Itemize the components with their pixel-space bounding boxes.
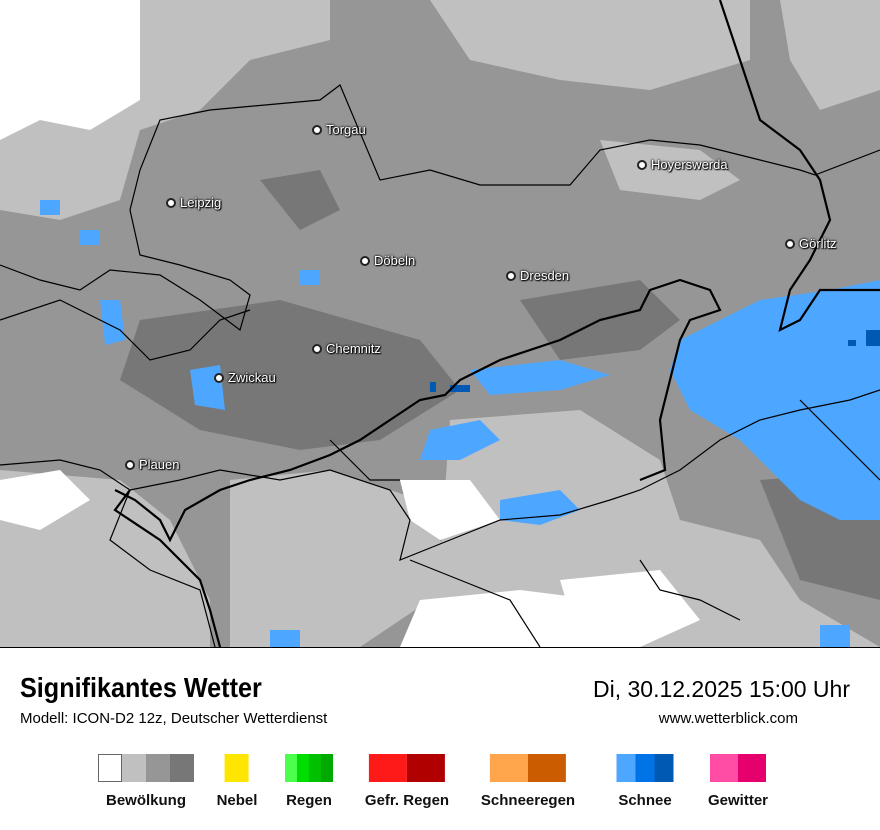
legend-swatch <box>309 754 321 782</box>
borders <box>0 84 880 647</box>
legend-swatches <box>368 754 445 782</box>
legend-swatch <box>709 754 738 782</box>
snow-areas <box>40 200 880 647</box>
legend-item: Bewölkung <box>98 754 194 809</box>
legend-swatch <box>737 754 766 782</box>
city-marker-leipzig: Leipzig <box>166 195 221 210</box>
legend-label: Gefr. Regen <box>364 792 450 809</box>
city-marker-plauen: Plauen <box>125 457 179 472</box>
legend-swatches <box>490 754 566 782</box>
map-title: Signifikantes Wetter <box>20 672 262 703</box>
city-dot-icon <box>360 255 370 266</box>
city-label: Dresden <box>520 268 570 283</box>
legend-item: Gefr. Regen <box>365 754 449 809</box>
city-label: Hoyerswerda <box>651 157 728 172</box>
city-dot-icon <box>125 459 135 470</box>
city-label: Döbeln <box>374 253 416 268</box>
legend-item: Schneeregen <box>481 754 575 809</box>
legend-label: Nebel <box>216 792 258 809</box>
clear-areas <box>0 0 700 647</box>
city-dot-icon <box>637 159 647 170</box>
city-label: Görlitz <box>799 236 837 251</box>
forecast-datetime: Di, 30.12.2025 15:00 Uhr <box>592 676 850 702</box>
legend-swatch <box>490 754 528 782</box>
legend-label: Schneeregen <box>480 792 576 809</box>
legend-label: Gewitter <box>707 792 769 809</box>
legend-swatch <box>321 754 333 782</box>
city-marker-dresden: Dresden <box>506 268 569 283</box>
legend-swatch <box>98 754 122 782</box>
legend-swatches <box>285 754 333 782</box>
city-dot-icon <box>214 372 224 383</box>
legend-swatches <box>98 754 194 782</box>
legend-swatch <box>635 754 655 782</box>
model-info: Modell: ICON-D2 12z, Deutscher Wetterdie… <box>20 710 328 727</box>
legend-swatch <box>528 754 566 782</box>
city-dot-icon <box>166 197 176 208</box>
legend-swatches <box>709 754 766 782</box>
legend-label: Schnee <box>618 792 672 809</box>
legend-label: Bewölkung <box>105 792 186 809</box>
city-marker-torgau: Torgau <box>312 122 366 137</box>
city-marker-hoyerswerda: Hoyerswerda <box>637 157 728 172</box>
map-layers <box>0 0 880 647</box>
legend-swatch <box>616 754 636 782</box>
legend-item: Schnee <box>616 754 674 809</box>
website-link[interactable]: www.wetterblick.com <box>658 710 798 727</box>
city-dot-icon <box>785 238 795 249</box>
city-marker-zwickau: Zwickau <box>214 370 276 385</box>
city-dot-icon <box>312 343 322 354</box>
city-marker-goerlitz: Görlitz <box>785 236 837 251</box>
city-label: Torgau <box>326 122 366 137</box>
city-label: Plauen <box>139 457 180 472</box>
city-marker-doebeln: Döbeln <box>360 253 415 268</box>
legend-swatch <box>285 754 297 782</box>
legend-swatch <box>297 754 309 782</box>
legend-label: Regen <box>286 792 332 809</box>
city-label: Zwickau <box>228 370 276 385</box>
legend-swatch <box>406 754 445 782</box>
legend-item: Gewitter <box>708 754 768 809</box>
legend-swatch <box>146 754 170 782</box>
city-dot-icon <box>312 124 322 135</box>
city-dot-icon <box>506 270 516 281</box>
city-label: Leipzig <box>180 195 222 210</box>
legend-swatches <box>616 754 674 782</box>
legend-swatch <box>170 754 194 782</box>
city-label: Chemnitz <box>326 341 381 356</box>
country-border <box>113 0 880 647</box>
legend-item: Nebel <box>216 754 258 809</box>
weather-map: Torgau Hoyerswerda Leipzig Görlitz Döbel… <box>0 0 880 648</box>
legend-swatch <box>368 754 407 782</box>
legend-swatch <box>122 754 146 782</box>
legend-swatches <box>224 754 249 782</box>
legend-swatch <box>654 754 674 782</box>
city-marker-chemnitz: Chemnitz <box>312 341 381 356</box>
legend-swatch <box>224 754 249 782</box>
legend-item: Regen <box>285 754 333 809</box>
